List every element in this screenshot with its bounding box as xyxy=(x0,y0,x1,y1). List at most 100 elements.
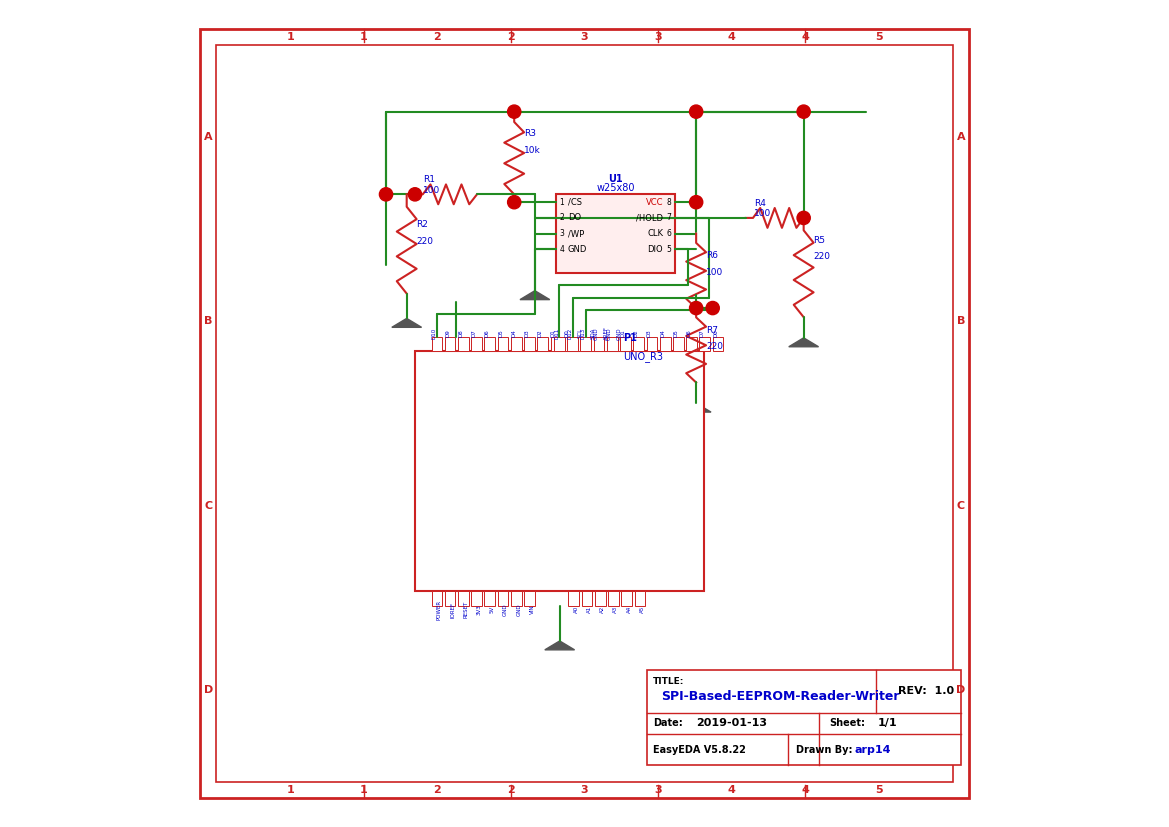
Bar xyxy=(635,591,645,606)
Bar xyxy=(607,337,617,351)
Text: B: B xyxy=(205,317,213,327)
Bar xyxy=(634,337,644,351)
Bar xyxy=(431,591,442,606)
Bar xyxy=(699,337,711,351)
Text: 1/1: 1/1 xyxy=(877,718,897,728)
Bar xyxy=(563,337,575,351)
Text: A: A xyxy=(956,132,966,142)
Bar xyxy=(582,591,593,606)
Text: EasyEDA V5.8.22: EasyEDA V5.8.22 xyxy=(653,745,746,755)
Text: D7: D7 xyxy=(700,329,705,337)
Bar xyxy=(646,337,657,351)
Text: 4: 4 xyxy=(728,32,735,42)
Text: /WP: /WP xyxy=(568,229,584,238)
Polygon shape xyxy=(789,338,818,347)
Text: SDA: SDA xyxy=(590,327,596,339)
Bar xyxy=(484,337,496,351)
Text: R5: R5 xyxy=(814,236,825,245)
Polygon shape xyxy=(520,291,549,299)
Text: 220: 220 xyxy=(814,252,831,261)
Bar xyxy=(673,337,684,351)
Polygon shape xyxy=(682,404,711,412)
Text: 4: 4 xyxy=(728,785,735,795)
Circle shape xyxy=(690,105,703,118)
Text: 6: 6 xyxy=(666,229,671,238)
Circle shape xyxy=(797,212,810,225)
Text: 3V3: 3V3 xyxy=(477,605,482,614)
Text: A1: A1 xyxy=(587,606,592,613)
Text: w25x80: w25x80 xyxy=(596,183,635,193)
Bar xyxy=(444,591,456,606)
Bar xyxy=(431,337,442,351)
Text: 3: 3 xyxy=(581,785,588,795)
Text: arp14: arp14 xyxy=(855,745,891,755)
Text: D9: D9 xyxy=(445,329,450,337)
Text: 5: 5 xyxy=(876,32,883,42)
Text: D1: D1 xyxy=(551,329,556,337)
Text: SCL: SCL xyxy=(577,328,582,338)
Bar xyxy=(577,337,588,351)
Text: 8: 8 xyxy=(666,198,671,207)
Text: D2: D2 xyxy=(538,329,542,337)
Bar xyxy=(551,337,561,351)
Text: D8: D8 xyxy=(458,329,463,337)
Text: DIO: DIO xyxy=(648,245,663,254)
Text: U1: U1 xyxy=(608,174,623,184)
Text: A5: A5 xyxy=(639,606,645,613)
Bar xyxy=(713,337,724,351)
Text: GND: GND xyxy=(594,327,599,340)
Bar xyxy=(621,591,632,606)
Text: 3: 3 xyxy=(560,229,565,238)
Text: Drawn By:: Drawn By: xyxy=(796,745,852,755)
Text: GND: GND xyxy=(568,245,587,254)
Bar xyxy=(524,591,535,606)
Text: VCC: VCC xyxy=(645,198,663,207)
Bar xyxy=(603,337,614,351)
Text: A4: A4 xyxy=(627,606,631,613)
Text: 5V: 5V xyxy=(490,606,494,613)
Bar xyxy=(538,337,548,351)
Text: 3: 3 xyxy=(655,785,662,795)
Text: GND: GND xyxy=(607,327,613,340)
Text: A3: A3 xyxy=(614,606,618,613)
Bar xyxy=(444,337,456,351)
Bar xyxy=(608,591,618,606)
Text: IOREF: IOREF xyxy=(450,601,455,618)
Text: R6: R6 xyxy=(706,251,718,261)
Text: R4: R4 xyxy=(754,198,766,208)
Bar xyxy=(524,337,535,351)
Circle shape xyxy=(507,196,521,209)
Circle shape xyxy=(690,196,703,209)
Text: 2: 2 xyxy=(507,32,514,42)
Text: 100: 100 xyxy=(754,209,772,218)
Bar xyxy=(568,591,579,606)
Circle shape xyxy=(706,302,719,315)
Text: Sheet:: Sheet: xyxy=(829,718,865,728)
Text: R7: R7 xyxy=(706,326,718,335)
Text: 1: 1 xyxy=(286,785,293,795)
Text: A: A xyxy=(203,132,213,142)
Text: D6: D6 xyxy=(686,329,692,337)
Text: D3: D3 xyxy=(646,329,652,337)
Bar xyxy=(415,351,705,591)
Text: R3: R3 xyxy=(524,130,537,138)
Text: 5: 5 xyxy=(876,785,883,795)
Circle shape xyxy=(380,188,393,201)
Text: 1: 1 xyxy=(360,785,367,795)
Bar xyxy=(555,194,676,273)
Text: D13: D13 xyxy=(581,327,586,339)
Text: TITLE:: TITLE: xyxy=(653,676,685,686)
Polygon shape xyxy=(392,318,422,327)
Text: 4: 4 xyxy=(802,32,809,42)
Text: D5: D5 xyxy=(498,329,503,337)
Text: 7: 7 xyxy=(666,213,671,222)
Circle shape xyxy=(507,105,521,118)
Text: 1: 1 xyxy=(360,32,367,42)
Text: 100: 100 xyxy=(706,268,724,277)
Text: /CS: /CS xyxy=(568,198,582,207)
Text: UNO_R3: UNO_R3 xyxy=(623,351,663,362)
Text: B: B xyxy=(956,317,964,327)
Bar xyxy=(511,337,521,351)
Text: RESET: RESET xyxy=(463,601,469,618)
Text: D12: D12 xyxy=(567,327,573,339)
